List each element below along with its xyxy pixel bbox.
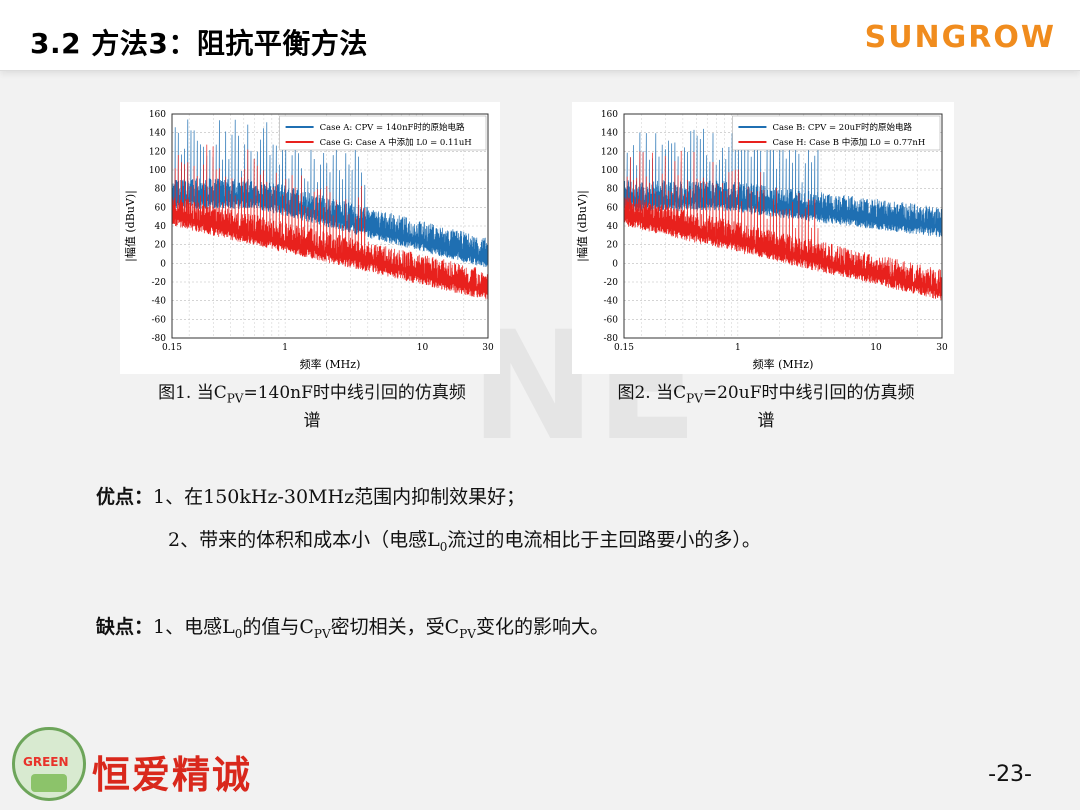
y-tick-label: -20 (152, 278, 167, 288)
figure-2-caption: 图2. 当CPV=20uF时中线引回的仿真频 谱 (566, 382, 966, 433)
caption-1-prefix: 图1. 当C (158, 383, 227, 403)
company-badge-logo: GREEN (12, 727, 86, 801)
brand-logo: SUNGROW (864, 20, 1056, 55)
advantage-line-1: 优点：1、在150kHz-30MHz范围内抑制效果好； (96, 482, 525, 509)
caption-2-prefix: 图2. 当C (617, 383, 687, 403)
x-axis-label: 频率 (MHz) (300, 357, 361, 371)
figure-1-caption: 图1. 当CPV=140nF时中线引回的仿真频 谱 (112, 382, 512, 433)
chart-2-svg: 160 140 120 100 80 60 40 20 0 -20 -40 -60 -800.15 1 10… (576, 110, 948, 371)
header-bar: 3.2 方法3：阻抗平衡方法 SUNGROW (0, 0, 1080, 71)
y-tick-label: -20 (604, 278, 619, 288)
y-tick-label: -60 (152, 315, 167, 325)
y-tick-label: 20 (607, 241, 619, 251)
series-2-trace (623, 150, 943, 301)
badge-text: GREEN (23, 755, 69, 769)
legend-entry: Case H: Case B 中添加 L0 = 0.77nH (772, 137, 925, 148)
x-tick-label: 1 (282, 343, 288, 353)
y-tick-label: 100 (601, 166, 618, 176)
y-tick-label: -40 (152, 297, 167, 307)
caption-1-suffix: =140nF时中线引回的仿真频 (243, 383, 466, 403)
chart-2: 160 140 120 100 80 60 40 20 0 -20 -40 -60 -80 0.15 1 10… (572, 102, 954, 374)
advantage-1: 1、在150kHz-30MHz范围内抑制效果好； (153, 486, 526, 508)
advantage-2-sub: 0 (439, 539, 448, 554)
y-tick-label: 80 (607, 185, 619, 195)
badge-inner-mark (31, 774, 67, 792)
caption-1-sub: PV (226, 391, 244, 406)
y-tick-label: 120 (149, 147, 166, 157)
legend-entry: Case G: Case A 中添加 L0 = 0.11uH (320, 137, 472, 148)
disadvantage-line: 缺点：1、电感L0的值与CPV密切相关，受CPV变化的影响大。 (96, 612, 609, 641)
x-tick-label: 30 (936, 343, 948, 353)
y-axis-label: |幅值 (dBuV)| (124, 190, 138, 262)
x-tick-label: 10 (417, 343, 429, 353)
advantage-2-pre: 2、带来的体积和成本小（电感L (168, 529, 440, 551)
y-tick-label: 80 (155, 185, 167, 195)
legend: Case A: CPV = 140nF时的原始电路 Case G: Case A … (279, 115, 487, 151)
caption-1-line2: 谱 (303, 411, 321, 432)
dis-sub2: PV (313, 626, 331, 641)
legend-entry: Case B: CPV = 20uF时的原始电路 (772, 122, 912, 133)
y-tick-label: 40 (155, 222, 167, 232)
chart-1: 160 140 120 100 80 60 40 20 0 -20 -40 -60 -80 0.15 1 10… (120, 102, 500, 374)
dis-sub3: PV (459, 626, 476, 641)
y-tick-label: 100 (149, 166, 166, 176)
advantage-2-post: 流过的电流相比于主回路要小的多）。 (447, 529, 761, 551)
y-tick-label: 0 (160, 259, 166, 269)
legend: Case B: CPV = 20uF时的原始电路 Case H: Case B 中… (732, 115, 941, 151)
caption-2-suffix: =20uF时中线引回的仿真频 (702, 383, 915, 403)
dis-sub1: 0 (234, 626, 243, 641)
legend-box (279, 115, 487, 151)
y-tick-label: 160 (601, 110, 618, 120)
caption-2-sub: PV (686, 391, 703, 406)
x-tick-label: 1 (735, 343, 741, 353)
x-tick-label: 0.15 (162, 343, 182, 353)
dis-c: 密切相关，受C (330, 616, 460, 638)
x-tick-label: 0.15 (614, 343, 634, 353)
page-title: 3.2 方法3：阻抗平衡方法 (30, 27, 368, 60)
y-tick-label: 160 (149, 110, 166, 120)
plot-frame (171, 113, 489, 339)
series-2-trace (171, 144, 489, 301)
y-axis-label: |幅值 (dBuV)| (576, 190, 590, 262)
x-axis-label: 频率 (MHz) (753, 357, 814, 371)
footer-slogan: 恒爱精诚 (92, 752, 253, 797)
y-tick-label: 140 (149, 129, 166, 139)
page-number: -23- (988, 762, 1032, 787)
disadvantage-label: 缺点： (96, 616, 154, 638)
y-tick-label: 140 (601, 129, 618, 139)
y-tick-label: -40 (604, 297, 619, 307)
legend-box (732, 115, 941, 151)
dis-a: 1、电感L (153, 616, 235, 638)
caption-2-line2: 谱 (757, 411, 775, 432)
dis-d: 变化的影响大。 (475, 616, 609, 638)
y-tick-label: -60 (604, 315, 619, 325)
x-tick-label: 30 (482, 343, 494, 353)
y-tick-label: 40 (607, 222, 619, 232)
x-tick-label: 10 (870, 343, 882, 353)
advantage-line-2: 2、带来的体积和成本小（电感L0流过的电流相比于主回路要小的多）。 (168, 525, 761, 554)
dis-b: 的值与C (242, 616, 314, 638)
y-tick-label: 0 (612, 259, 618, 269)
y-tick-label: 60 (155, 203, 167, 213)
series-1-trace (623, 128, 943, 237)
y-tick-label: -80 (604, 334, 619, 344)
y-tick-label: 60 (607, 203, 619, 213)
y-tick-label: 20 (155, 241, 167, 251)
plot-frame (623, 113, 943, 339)
legend-entry: Case A: CPV = 140nF时的原始电路 (320, 122, 465, 133)
chart-1-svg: 160 140 120 100 80 60 40 20 0 -20 -40 -60 -800.15 1 10… (124, 110, 494, 371)
advantage-label: 优点： (96, 486, 154, 508)
y-tick-label: 120 (601, 147, 618, 157)
y-tick-label: -80 (152, 334, 167, 344)
